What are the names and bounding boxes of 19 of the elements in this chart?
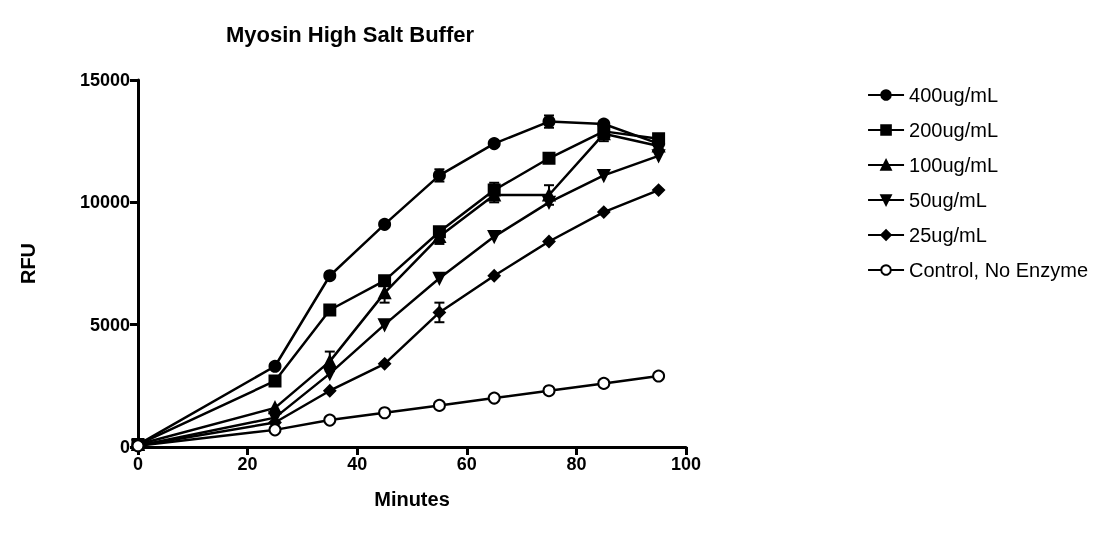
legend-label: 50ug/mL — [909, 189, 987, 211]
y-tick-label: 5000 — [89, 314, 130, 335]
y-tick-label: 0 — [119, 437, 130, 457]
y-tick-label: 15000 — [79, 70, 130, 90]
y-axis-title: RFU — [17, 242, 39, 285]
x-tick-label: 0 — [132, 454, 144, 474]
x-tick-label: 80 — [566, 454, 587, 474]
y-tick-label: 10000 — [79, 192, 130, 213]
x-tick-label: 40 — [347, 454, 368, 474]
chart-title: Myosin High Salt Buffer — [225, 21, 475, 47]
legend-label: 400ug/mL — [909, 84, 999, 106]
legend-label: Control, No Enzyme — [909, 259, 1089, 281]
legend-label: 200ug/mL — [909, 119, 999, 141]
legend-label: 100ug/mL — [909, 154, 999, 176]
x-tick-label: 20 — [237, 454, 258, 474]
x-axis-title: Minutes — [374, 488, 450, 510]
x-tick-label: 100 — [670, 454, 702, 474]
legend-label: 25ug/mL — [909, 224, 987, 246]
x-tick-label: 60 — [456, 454, 477, 474]
